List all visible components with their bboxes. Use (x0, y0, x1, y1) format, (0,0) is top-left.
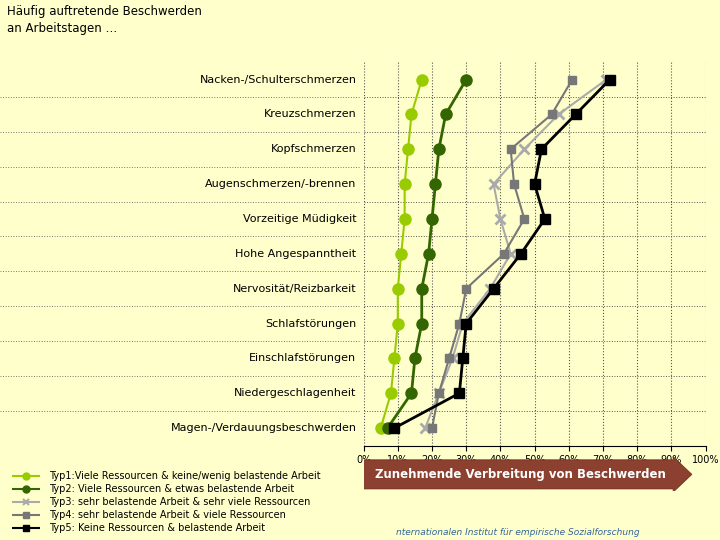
Text: Kopfschmerzen: Kopfschmerzen (271, 144, 356, 154)
Text: Typ4: sehr belastende Arbeit & viele Ressourcen: Typ4: sehr belastende Arbeit & viele Res… (50, 510, 286, 520)
Text: Typ5: Keine Ressourcen & belastende Arbeit: Typ5: Keine Ressourcen & belastende Arbe… (50, 523, 266, 533)
Text: Augenschmerzen/-brennen: Augenschmerzen/-brennen (205, 179, 356, 189)
Text: Häufig auftretende Beschwerden
an Arbeitstagen …: Häufig auftretende Beschwerden an Arbeit… (7, 5, 202, 36)
Text: Niedergeschlagenheit: Niedergeschlagenheit (234, 388, 356, 398)
Text: Magen-/Verdauungsbeschwerden: Magen-/Verdauungsbeschwerden (171, 423, 356, 433)
Text: Vorzeitige Müdigkeit: Vorzeitige Müdigkeit (243, 214, 356, 224)
Text: Hohe Angespanntheit: Hohe Angespanntheit (235, 249, 356, 259)
Text: Typ2: Viele Ressourcen & etwas belastende Arbeit: Typ2: Viele Ressourcen & etwas belastend… (50, 484, 294, 494)
Text: Schlafstörungen: Schlafstörungen (265, 319, 356, 328)
Text: nternationalen Institut für empirische Sozialforschung: nternationalen Institut für empirische S… (396, 528, 639, 537)
Text: Nacken-/Schulterschmerzen: Nacken-/Schulterschmerzen (199, 75, 356, 85)
Text: Zunehmende Verbreitung von Beschwerden: Zunehmende Verbreitung von Beschwerden (376, 468, 666, 481)
Text: Kreuzschmerzen: Kreuzschmerzen (264, 110, 356, 119)
Text: Nervosität/Reizbarkeit: Nervosität/Reizbarkeit (233, 284, 356, 294)
Text: Einschlafstörungen: Einschlafstörungen (249, 353, 356, 363)
Text: Typ3: sehr belastende Arbeit & sehr viele Ressourcen: Typ3: sehr belastende Arbeit & sehr viel… (50, 497, 311, 507)
FancyArrow shape (364, 457, 692, 492)
Text: Typ1:Viele Ressourcen & keine/wenig belastende Arbeit: Typ1:Viele Ressourcen & keine/wenig bela… (50, 471, 321, 481)
